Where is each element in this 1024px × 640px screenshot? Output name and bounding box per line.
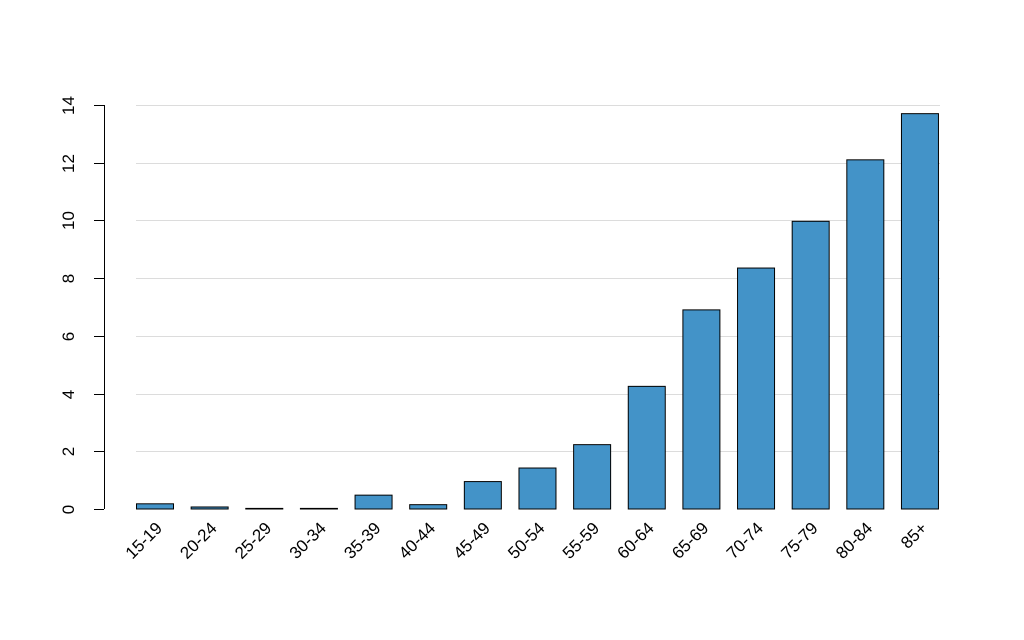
x-tick-label: 55-59 [559,519,603,563]
bar-40-44 [409,504,448,510]
bar-25-29 [245,507,284,510]
bar-20-24 [190,506,229,510]
y-tick-label: 0 [59,505,78,514]
x-tick-label: 20-24 [176,519,220,563]
bar-30-34 [299,507,338,510]
x-tick-label: 35-39 [340,519,384,563]
x-tick-label: 85+ [897,519,931,553]
x-tick-label: 70-74 [723,519,767,563]
x-tick-label: 40-44 [395,519,439,563]
bar-80-84 [846,159,885,510]
bar-60-64 [627,385,666,510]
y-tick-label: 8 [59,274,78,283]
x-tick-label: 60-64 [614,519,658,563]
bar-55-59 [573,444,612,510]
y-tick-label: 12 [59,154,78,173]
x-tick-label: 65-69 [668,519,712,563]
x-tick-label: 30-34 [286,519,330,563]
bars [136,113,939,510]
bar-75-79 [791,220,830,510]
bar-45-49 [463,481,502,510]
x-tick-label: 80-84 [832,519,876,563]
bar-85+ [900,113,939,510]
x-tick-label: 25-29 [231,519,275,563]
bar-70-74 [737,267,776,510]
x-tick-label: 75-79 [777,519,821,563]
gridlines [136,105,940,452]
y-tick-label: 14 [59,96,78,115]
bar-50-54 [518,467,557,510]
y-tick-label: 6 [59,332,78,341]
bar-65-69 [682,309,721,510]
bar-15-19 [136,503,174,510]
y-tick-label: 4 [59,390,78,399]
x-tick-label: 45-49 [450,519,494,563]
bar-35-39 [354,494,393,510]
x-tick-label: 15-19 [122,519,166,563]
x-tick-label: 50-54 [504,519,548,563]
y-axis: 0 2 4 6 8 10 12 14 [59,96,105,514]
x-axis-labels: 15-19 20-24 25-29 30-34 35-39 40-44 45-49 50-54… [122,519,931,563]
y-tick-label: 10 [59,211,78,230]
y-tick-label: 2 [59,447,78,456]
